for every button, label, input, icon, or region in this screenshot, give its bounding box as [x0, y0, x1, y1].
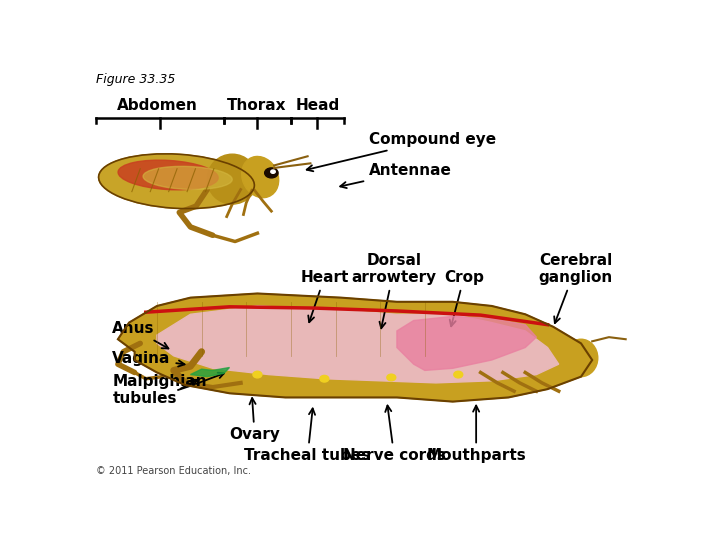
Text: Crop: Crop	[444, 270, 484, 326]
Text: Heart: Heart	[300, 270, 348, 322]
Text: Cerebral
ganglion: Cerebral ganglion	[539, 253, 613, 323]
Text: Anus: Anus	[112, 321, 168, 348]
Polygon shape	[190, 368, 230, 377]
Polygon shape	[118, 294, 593, 402]
Ellipse shape	[207, 154, 258, 204]
Circle shape	[253, 371, 262, 378]
Text: Dorsal
arrowtery: Dorsal arrowtery	[351, 253, 436, 328]
Circle shape	[387, 374, 396, 381]
Text: Mouthparts: Mouthparts	[426, 406, 526, 463]
Text: Nerve cords: Nerve cords	[343, 406, 446, 463]
Ellipse shape	[118, 160, 218, 190]
Text: Ovary: Ovary	[229, 398, 280, 442]
Circle shape	[454, 371, 463, 378]
Text: Antennae: Antennae	[341, 163, 452, 188]
Ellipse shape	[564, 339, 598, 377]
Text: Tracheal tubes: Tracheal tubes	[245, 408, 371, 463]
Ellipse shape	[242, 157, 279, 198]
Text: Malpighian
tubules: Malpighian tubules	[112, 374, 207, 406]
Text: © 2011 Pearson Education, Inc.: © 2011 Pearson Education, Inc.	[96, 465, 251, 476]
Polygon shape	[157, 306, 559, 383]
Polygon shape	[397, 316, 536, 370]
Ellipse shape	[99, 154, 254, 208]
Text: Figure 33.35: Figure 33.35	[96, 73, 175, 86]
Circle shape	[320, 375, 329, 382]
Text: Thorax: Thorax	[227, 98, 286, 113]
Text: Abdomen: Abdomen	[117, 98, 197, 113]
Circle shape	[271, 170, 275, 173]
Text: Vagina: Vagina	[112, 351, 184, 367]
Text: Head: Head	[295, 98, 340, 113]
Text: Compound eye: Compound eye	[307, 132, 496, 171]
Ellipse shape	[143, 166, 233, 190]
Circle shape	[265, 168, 278, 178]
